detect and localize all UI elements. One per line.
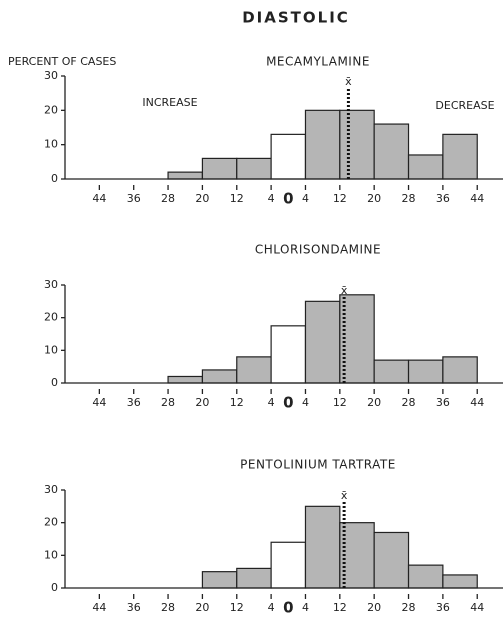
bar <box>373 359 410 384</box>
figure-title: DIASTOLIC <box>242 9 350 27</box>
y-tick-label: 10 <box>44 548 58 561</box>
bar <box>407 154 444 180</box>
bar <box>407 564 444 589</box>
x-tick-label: 20 <box>195 192 209 205</box>
bar <box>236 157 272 180</box>
bar <box>201 571 238 589</box>
bar <box>304 300 341 384</box>
x-tick-label: 36 <box>127 396 141 409</box>
chart-title: PENTOLINIUM TARTRATE <box>240 458 396 472</box>
x-tick-label: 20 <box>367 396 381 409</box>
bar <box>304 109 341 180</box>
x-tick-label: 20 <box>367 601 381 614</box>
x-tick-label: 20 <box>367 192 381 205</box>
x-tick-label: 44 <box>470 396 484 409</box>
x-tick-label: 4 <box>302 192 309 205</box>
x-tick-label: 44 <box>470 192 484 205</box>
y-tick-label: 10 <box>44 343 58 356</box>
annotation: INCREASE <box>142 96 197 109</box>
chart-title: MECAMYLAMINE <box>266 55 370 69</box>
chart-title: CHLORISONDAMINE <box>255 243 381 257</box>
bar <box>339 109 375 180</box>
bar <box>167 375 204 384</box>
bar <box>201 157 238 180</box>
bar <box>270 133 307 180</box>
y-tick-label: 30 <box>44 278 58 291</box>
bar <box>442 574 478 589</box>
x-tick-label: 0 <box>283 394 293 412</box>
mean-label: x̄ <box>341 489 348 502</box>
bar <box>304 505 341 589</box>
x-tick-label: 12 <box>333 601 347 614</box>
x-tick-label: 12 <box>333 396 347 409</box>
bar <box>270 541 307 589</box>
bar <box>270 325 307 384</box>
x-tick-label: 36 <box>127 192 141 205</box>
x-tick-label: 44 <box>470 601 484 614</box>
bar <box>236 356 272 384</box>
y-tick-label: 30 <box>44 69 58 82</box>
x-tick-label: 20 <box>195 396 209 409</box>
mean-label: x̄ <box>341 284 348 297</box>
x-tick-label: 0 <box>283 190 293 208</box>
x-tick-label: 28 <box>161 192 175 205</box>
x-tick-label: 4 <box>268 192 275 205</box>
x-tick-label: 4 <box>268 396 275 409</box>
x-tick-label: 0 <box>283 599 293 617</box>
x-tick-label: 4 <box>268 601 275 614</box>
bar <box>236 567 272 589</box>
bar <box>373 123 410 180</box>
x-tick-label: 28 <box>402 192 416 205</box>
bar <box>167 171 204 180</box>
annotation: DECREASE <box>435 99 494 112</box>
y-axis-label: PERCENT OF CASES <box>8 55 116 68</box>
x-tick-label: 20 <box>195 601 209 614</box>
x-tick-label: 12 <box>333 192 347 205</box>
y-tick-label: 20 <box>44 516 58 529</box>
x-tick-label: 28 <box>161 601 175 614</box>
x-tick-label: 28 <box>402 396 416 409</box>
y-tick-label: 20 <box>44 311 58 324</box>
x-tick-label: 44 <box>92 396 106 409</box>
mean-label: x̄ <box>345 75 352 88</box>
bar <box>442 356 478 384</box>
y-tick-label: 0 <box>51 172 58 185</box>
x-tick-label: 12 <box>230 601 244 614</box>
x-tick-label: 36 <box>436 396 450 409</box>
x-tick-label: 44 <box>92 192 106 205</box>
x-tick-label: 12 <box>230 396 244 409</box>
y-tick-label: 20 <box>44 103 58 116</box>
x-tick-label: 36 <box>436 192 450 205</box>
y-tick-label: 10 <box>44 138 58 151</box>
x-tick-label: 12 <box>230 192 244 205</box>
bar <box>407 359 444 384</box>
y-tick-label: 30 <box>44 483 58 496</box>
x-tick-label: 36 <box>127 601 141 614</box>
y-tick-label: 0 <box>51 376 58 389</box>
x-tick-label: 4 <box>302 396 309 409</box>
x-tick-label: 28 <box>161 396 175 409</box>
x-tick-label: 4 <box>302 601 309 614</box>
y-tick-label: 0 <box>51 581 58 594</box>
x-tick-label: 44 <box>92 601 106 614</box>
x-tick-label: 36 <box>436 601 450 614</box>
bar <box>201 369 238 384</box>
bar <box>373 531 410 589</box>
x-tick-label: 28 <box>402 601 416 614</box>
bar <box>442 133 478 180</box>
